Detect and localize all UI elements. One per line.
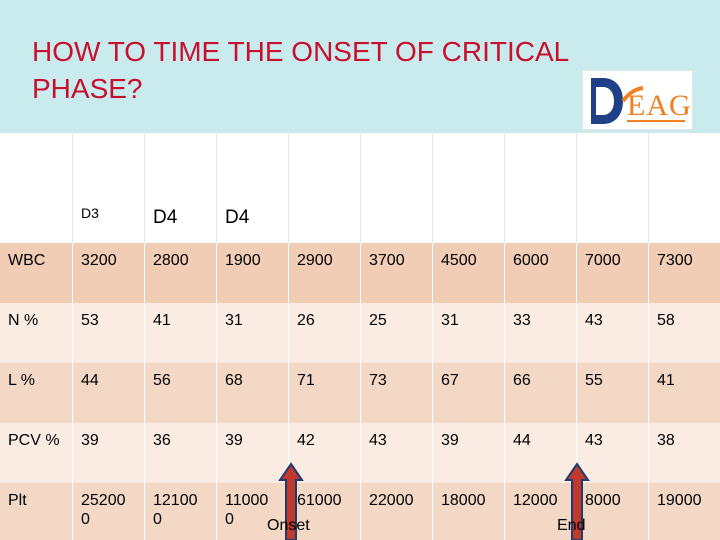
table-cell: 18000 [432, 483, 504, 540]
header-cell [576, 133, 648, 243]
header-cell: D3 [72, 133, 144, 243]
end-label: End [557, 517, 586, 534]
table-cell: 53 [72, 303, 144, 363]
table-cell: 11000 0 [216, 483, 288, 540]
table-cell: 4500 [432, 243, 504, 303]
table-cell: 36 [144, 423, 216, 483]
table-row: L % 44 56 68 71 73 67 66 55 41 [0, 363, 720, 423]
table-cell: 7000 [576, 243, 648, 303]
table-cell: 26 [288, 303, 360, 363]
eag-logo-icon: EAG [591, 78, 692, 124]
header-cell: D4 [144, 133, 216, 243]
table-cell: 41 [144, 303, 216, 363]
table-cell: 31 [216, 303, 288, 363]
table-cell: 44 [504, 423, 576, 483]
row-label: L % [8, 372, 35, 389]
row-label: PCV % [8, 432, 60, 449]
table-cell: 2800 [144, 243, 216, 303]
onset-arrow-icon [278, 462, 304, 540]
table-cell: 39 [72, 423, 144, 483]
onset-label: Onset [267, 517, 310, 534]
table-cell: 19000 [648, 483, 720, 540]
header-cell [432, 133, 504, 243]
table-cell: 33 [504, 303, 576, 363]
header-cell [360, 133, 432, 243]
table-cell: 67 [432, 363, 504, 423]
table-cell: 7300 [648, 243, 720, 303]
table-cell: 71 [288, 363, 360, 423]
table-cell: 3200 [72, 243, 144, 303]
logo-text: EAG [627, 89, 692, 122]
table-cell: 2900 [288, 243, 360, 303]
table-cell: 22000 [360, 483, 432, 540]
table-cell: 1900 [216, 243, 288, 303]
eag-logo: EAG [582, 70, 693, 130]
table-row: PCV % 39 36 39 42 43 39 44 43 38 [0, 423, 720, 483]
table-row: WBC 3200 2800 1900 2900 3700 4500 6000 7000 7300 [0, 243, 720, 303]
header-label: D4 [225, 207, 250, 228]
table-cell: 42 [288, 423, 360, 483]
table-cell: 39 [432, 423, 504, 483]
row-label: WBC [8, 252, 46, 269]
table-row: N % 53 41 31 26 25 31 33 43 58 [0, 303, 720, 363]
table-cell: 43 [576, 423, 648, 483]
table-cell: 25200 0 [72, 483, 144, 540]
table-cell: 25 [360, 303, 432, 363]
header-cell [0, 133, 72, 243]
header-label: D4 [153, 207, 178, 228]
table-cell: 12000 [504, 483, 576, 540]
table-cell: 58 [648, 303, 720, 363]
table-cell: 66 [504, 363, 576, 423]
table-cell: 3700 [360, 243, 432, 303]
data-table: D3 D4 D4 WBC 3200 2800 1900 2900 3700 4500 6000 70… [0, 133, 720, 540]
table-cell: 39 [216, 423, 288, 483]
table-row: Plt 25200 0 12100 0 11000 0 61000 22000 18000 1… [0, 483, 720, 540]
table-cell: 31 [432, 303, 504, 363]
end-arrow-icon [564, 462, 590, 540]
slide-title: HOW TO TIME THE ONSET OF CRITICAL PHASE? [32, 36, 569, 104]
header-cell [648, 133, 720, 243]
table-cell: 56 [144, 363, 216, 423]
table-cell: 55 [576, 363, 648, 423]
table-cell: 6000 [504, 243, 576, 303]
table-cell: 12100 0 [144, 483, 216, 540]
table-cell: 43 [576, 303, 648, 363]
table-cell: 68 [216, 363, 288, 423]
table-cell: 44 [72, 363, 144, 423]
header-cell: D4 [216, 133, 288, 243]
table-cell: 43 [360, 423, 432, 483]
header-cell [288, 133, 360, 243]
header-cell [504, 133, 576, 243]
row-label: N % [8, 312, 39, 329]
table-cell: 73 [360, 363, 432, 423]
table-cell: 41 [648, 363, 720, 423]
row-label: Plt [8, 492, 27, 509]
header-label: D3 [81, 205, 99, 221]
table-cell: 38 [648, 423, 720, 483]
